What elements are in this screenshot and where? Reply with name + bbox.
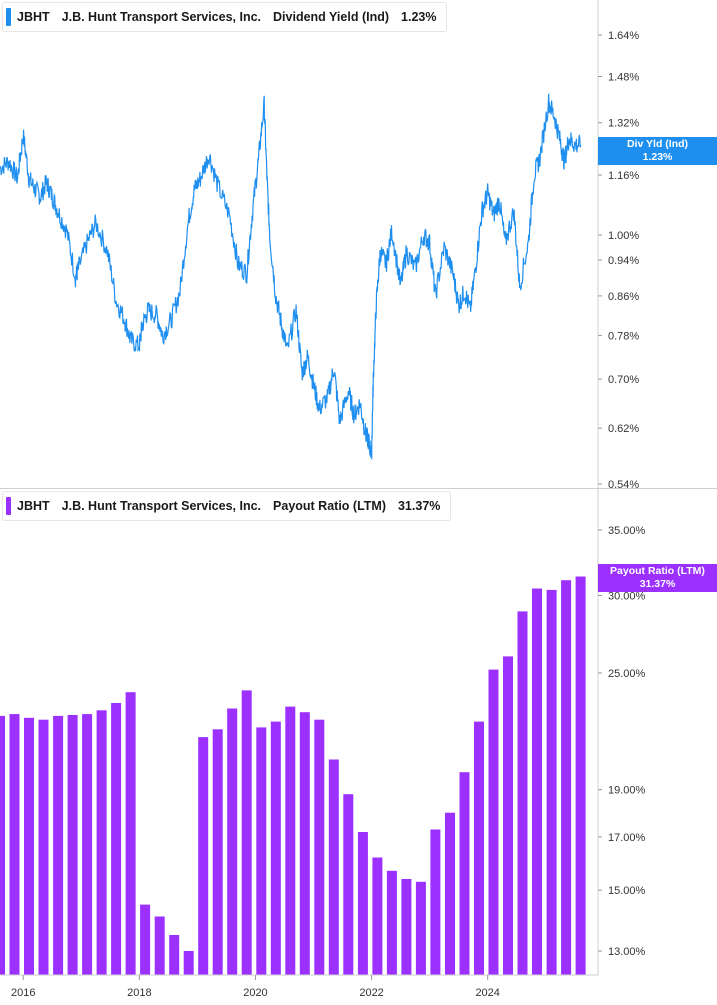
yield-y-tick-label: 1.48% [608, 71, 639, 83]
payout-bar [459, 772, 470, 975]
payout-bar [401, 879, 412, 975]
payout-last-value-tag: Payout Ratio (LTM) 31.37% [598, 564, 717, 592]
yield-legend-swatch [6, 8, 11, 26]
yield-legend-ticker: JBHT [17, 10, 50, 24]
payout-bar [372, 857, 383, 975]
yield-y-tick-label: 0.78% [608, 330, 639, 342]
yield-legend-company: J.B. Hunt Transport Services, Inc. [61, 10, 262, 24]
payout-y-tick-label: 19.00% [608, 785, 646, 797]
payout-bar [212, 729, 223, 975]
payout-bar [140, 904, 151, 975]
yield-series-line [0, 93, 582, 460]
yield-y-tick-label: 0.54% [608, 479, 639, 491]
payout-bar [24, 717, 34, 975]
payout-bar [517, 611, 528, 975]
payout-bar [575, 576, 586, 975]
payout-y-tick-label: 25.00% [608, 668, 646, 680]
yield-tag-value: 1.23% [642, 151, 673, 163]
payout-tag-label: Payout Ratio (LTM) [610, 565, 705, 577]
payout-y-tick-label: 30.00% [608, 591, 646, 603]
payout-bar [474, 721, 484, 975]
payout-legend-company: J.B. Hunt Transport Services, Inc. [61, 499, 262, 513]
payout-bar [0, 715, 5, 975]
yield-legend-value: 1.23% [401, 10, 437, 24]
payout-bar [299, 712, 310, 975]
payout-bar [38, 719, 49, 975]
payout-legend[interactable]: JBHT J.B. Hunt Transport Services, Inc. … [2, 491, 452, 521]
x-tick-label: 2018 [127, 987, 151, 999]
payout-bar [53, 715, 64, 975]
payout-bar [314, 719, 325, 975]
payout-bar [241, 690, 252, 975]
payout-bar [561, 580, 572, 975]
yield-legend-metric: Dividend Yield (Ind) [273, 10, 390, 24]
payout-bar [343, 794, 354, 975]
payout-y-tick-label: 15.00% [608, 885, 646, 897]
payout-bar [227, 708, 238, 975]
yield-tag-label: Div Yld (Ind) [626, 138, 689, 150]
yield-y-tick-label: 1.32% [608, 118, 639, 130]
payout-bar [169, 935, 180, 975]
x-tick-label: 2016 [11, 987, 35, 999]
payout-bar [445, 812, 455, 975]
yield-legend[interactable]: JBHT J.B. Hunt Transport Services, Inc. … [2, 2, 448, 32]
payout-y-tick-label: 35.00% [608, 525, 646, 537]
payout-legend-metric: Payout Ratio (LTM) [273, 499, 386, 513]
x-tick-label: 2022 [359, 987, 383, 999]
yield-y-tick-label: 0.70% [608, 374, 639, 386]
payout-bar [67, 715, 78, 975]
payout-bar [430, 829, 441, 975]
x-tick-label: 2020 [243, 987, 267, 999]
yield-y-tick-label: 1.16% [608, 170, 639, 182]
payout-bar [328, 759, 339, 975]
payout-bar [82, 714, 93, 975]
payout-bar [546, 589, 557, 975]
payout-bar [285, 706, 296, 975]
payout-legend-ticker: JBHT [17, 499, 50, 513]
payout-bar [503, 656, 513, 975]
payout-bar [183, 951, 194, 975]
payout-bar [256, 727, 267, 975]
payout-bar [125, 692, 136, 975]
payout-bar [532, 588, 542, 975]
payout-bar [9, 714, 20, 975]
payout-bar [198, 737, 209, 975]
payout-y-tick-label: 17.00% [608, 832, 646, 844]
payout-y-tick-label: 13.00% [608, 946, 646, 958]
payout-bar [488, 669, 499, 975]
yield-y-tick-label: 1.64% [608, 30, 639, 42]
payout-bar [96, 710, 107, 975]
payout-legend-swatch [6, 497, 11, 515]
payout-tag-value: 31.37% [639, 578, 676, 590]
payout-legend-value: 31.37% [397, 499, 441, 513]
payout-bar [415, 881, 426, 975]
x-tick-label: 2024 [475, 987, 499, 999]
payout-bar [357, 832, 368, 975]
payout-bar [111, 703, 122, 975]
yield-y-tick-label: 0.62% [608, 423, 639, 435]
payout-bar [270, 721, 281, 975]
yield-y-tick-label: 0.94% [608, 255, 639, 267]
payout-bar [386, 870, 397, 975]
yield-last-value-tag: Div Yld (Ind) 1.23% [598, 137, 717, 165]
yield-y-tick-label: 0.86% [608, 291, 639, 303]
payout-bar [154, 916, 165, 975]
yield-y-tick-label: 1.00% [608, 230, 639, 242]
